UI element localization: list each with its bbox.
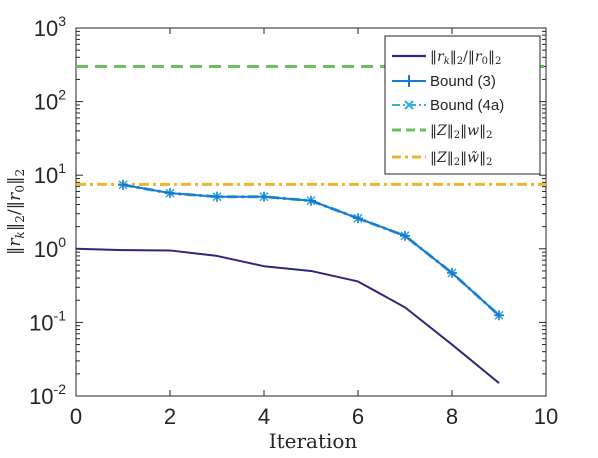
data-point	[259, 191, 269, 202]
data-point	[118, 179, 128, 190]
legend-item-zw: ‖Z‖2‖w‖2	[392, 123, 492, 141]
x-tick-label: 0	[70, 404, 82, 429]
legend-item-residual: ‖rk‖2/‖r0‖2	[392, 49, 501, 67]
x-tick-label: 8	[446, 404, 458, 429]
y-tick-label: 102	[34, 87, 66, 115]
data-point	[212, 191, 222, 202]
series-line	[75, 247, 500, 384]
legend-item-bound3: Bound (3)	[392, 73, 496, 90]
x-tick-labels: 0 2 4 6 8 10	[70, 404, 558, 429]
legend-label-bound3: Bound (3)	[430, 73, 496, 90]
axis-ticks	[75, 27, 547, 397]
series-1	[118, 179, 504, 321]
legend-label-zw: ‖Z‖2‖w‖2	[430, 123, 492, 141]
x-tick-label: 10	[534, 404, 558, 429]
data-point	[306, 195, 316, 206]
series-0	[75, 247, 500, 384]
y-tick-labels: 10-2 10-1 100 101 102 103	[29, 13, 66, 409]
data-point	[353, 213, 363, 224]
legend-item-bound4a: Bound (4a)	[392, 97, 504, 114]
y-tick-label: 100	[34, 234, 66, 262]
legend-label-zwtilde: ‖Z‖2‖w̃‖2	[430, 150, 492, 168]
series-layer	[75, 64, 546, 384]
x-axis-title: Iteration	[269, 429, 358, 453]
y-tick-label: 101	[34, 160, 66, 188]
y-tick-label: 10-1	[29, 307, 66, 335]
y-axis-title: ‖rk‖2/‖r0‖2	[5, 169, 27, 255]
x-tick-label: 2	[164, 404, 176, 429]
x-tick-label: 4	[258, 404, 270, 429]
y-tick-label: 10-2	[29, 381, 66, 409]
data-point	[447, 267, 457, 278]
legend-label-bound4a: Bound (4a)	[430, 97, 504, 114]
data-point	[165, 188, 175, 199]
legend-label-residual: ‖rk‖2/‖r0‖2	[430, 49, 501, 67]
legend: ‖rk‖2/‖r0‖2 Bound (3) Bound (4a) ‖Z‖2‖w‖…	[384, 35, 541, 175]
legend-item-zwtilde: ‖Z‖2‖w̃‖2	[392, 150, 492, 168]
y-tick-label: 103	[34, 13, 66, 41]
data-point	[400, 230, 410, 241]
x-tick-label: 6	[352, 404, 364, 429]
data-point	[494, 310, 504, 321]
